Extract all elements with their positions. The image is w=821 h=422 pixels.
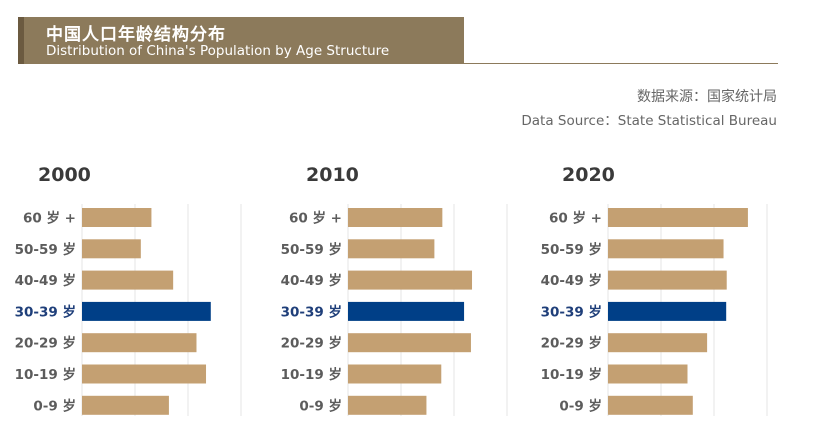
bar-2000-6 bbox=[82, 395, 169, 415]
title-banner bbox=[18, 17, 464, 64]
category-label-2020-5: 10-19 岁 bbox=[541, 366, 602, 383]
category-label-2020-6: 0-9 岁 bbox=[559, 397, 602, 414]
bar-2010-6 bbox=[348, 395, 427, 415]
bar-2020-4 bbox=[608, 333, 708, 353]
category-label-2020-0: 60 岁 + bbox=[549, 210, 602, 227]
bar-2000-0 bbox=[82, 208, 152, 227]
bar-2010-5 bbox=[348, 364, 442, 384]
bar-2000-5 bbox=[82, 364, 207, 384]
category-label-2010-3: 30-39 岁 bbox=[281, 303, 342, 320]
data-source-en: Data Source：State Statistical Bureau bbox=[521, 113, 777, 129]
bar-2020-6 bbox=[608, 395, 693, 415]
category-label-2000-0: 60 岁 + bbox=[23, 210, 76, 227]
category-label-2020-4: 20-29 岁 bbox=[541, 335, 602, 352]
bar-2000-4 bbox=[82, 333, 197, 353]
data-source-cn: 数据来源：国家统计局 bbox=[637, 89, 777, 105]
category-label-2020-2: 40-49 岁 bbox=[541, 272, 602, 289]
category-label-2020-1: 50-59 岁 bbox=[541, 241, 602, 258]
bar-2020-1 bbox=[608, 239, 724, 259]
page-title: 中国人口年龄结构分布 bbox=[46, 25, 226, 45]
category-label-2000-6: 0-9 岁 bbox=[33, 397, 76, 414]
bar-2000-3 bbox=[82, 301, 211, 321]
chart-title-2020: 2020 bbox=[562, 164, 615, 186]
category-label-2010-1: 50-59 岁 bbox=[281, 241, 342, 258]
bar-2020-3 bbox=[608, 301, 727, 321]
category-label-2020-3: 30-39 岁 bbox=[541, 303, 602, 320]
category-label-2010-4: 20-29 岁 bbox=[281, 335, 342, 352]
category-label-2000-3: 30-39 岁 bbox=[15, 303, 76, 320]
category-label-2010-6: 0-9 岁 bbox=[299, 397, 342, 414]
title-accent-stripe bbox=[18, 17, 24, 64]
category-label-2000-1: 50-59 岁 bbox=[15, 241, 76, 258]
chart-title-2000: 2000 bbox=[38, 164, 91, 186]
category-label-2000-5: 10-19 岁 bbox=[15, 366, 76, 383]
bar-2000-2 bbox=[82, 270, 174, 290]
page-subtitle: Distribution of China's Population by Ag… bbox=[46, 43, 390, 59]
title-divider bbox=[464, 63, 778, 64]
bar-2010-0 bbox=[348, 208, 443, 227]
bar-2020-5 bbox=[608, 364, 688, 384]
category-label-2010-5: 10-19 岁 bbox=[281, 366, 342, 383]
category-label-2010-2: 40-49 岁 bbox=[281, 272, 342, 289]
category-label-2000-2: 40-49 岁 bbox=[15, 272, 76, 289]
bar-2010-3 bbox=[348, 301, 465, 321]
bar-2000-1 bbox=[82, 239, 141, 259]
bar-2010-1 bbox=[348, 239, 435, 259]
chart-title-2010: 2010 bbox=[306, 164, 359, 186]
bar-2020-0 bbox=[608, 208, 748, 227]
bar-2020-2 bbox=[608, 270, 727, 290]
bar-2010-2 bbox=[348, 270, 473, 290]
category-label-2000-4: 20-29 岁 bbox=[15, 335, 76, 352]
category-label-2010-0: 60 岁 + bbox=[289, 210, 342, 227]
bar-2010-4 bbox=[348, 333, 471, 353]
